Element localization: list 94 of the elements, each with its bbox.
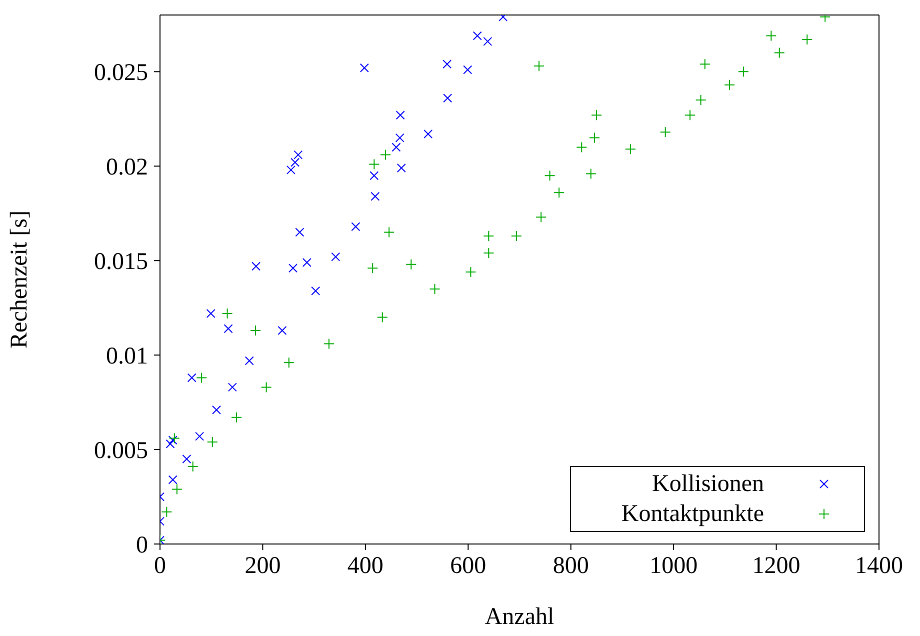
point — [380, 149, 391, 160]
point — [483, 248, 494, 259]
point — [463, 65, 472, 74]
point — [591, 110, 602, 121]
point — [766, 30, 777, 42]
point — [161, 506, 172, 518]
point — [396, 164, 406, 173]
point — [424, 130, 433, 139]
point — [624, 144, 636, 155]
point — [660, 126, 671, 138]
point — [395, 133, 404, 142]
point — [288, 264, 298, 273]
point — [536, 212, 547, 223]
point — [483, 36, 492, 46]
point — [367, 262, 378, 274]
legend-label: Kollisionen — [652, 470, 764, 499]
point — [283, 357, 294, 368]
y-tick-label: 0 — [136, 532, 148, 559]
point — [585, 168, 596, 180]
point — [724, 79, 736, 90]
y-tick-label: 0.01 — [106, 344, 148, 370]
point — [212, 405, 221, 414]
point — [576, 142, 588, 153]
point — [544, 170, 556, 182]
x-tick-label: 800 — [552, 553, 589, 580]
legend-label: Kontaktpunkte — [621, 500, 764, 529]
point — [370, 171, 379, 180]
point — [231, 412, 242, 423]
point — [368, 158, 380, 170]
y-tick-label: 0.025 — [94, 60, 148, 86]
point — [384, 226, 395, 238]
y-tick-label: 0.015 — [94, 249, 148, 276]
x-axis-title: Anzahl — [484, 604, 554, 630]
point — [774, 47, 785, 58]
point — [260, 382, 272, 393]
point — [465, 266, 476, 278]
point — [351, 222, 360, 232]
x-tick-label: 1200 — [752, 553, 800, 580]
x-tick-label: 600 — [450, 553, 486, 580]
x-tick-label: 0 — [154, 553, 166, 580]
point — [443, 94, 452, 103]
point — [392, 142, 401, 152]
x-tick-label: 1400 — [855, 553, 903, 580]
point — [695, 94, 706, 106]
point — [588, 132, 600, 144]
point — [396, 110, 405, 120]
point — [295, 228, 304, 237]
y-tick-label: 0.02 — [106, 154, 148, 181]
point — [534, 60, 545, 72]
point — [483, 230, 494, 242]
point — [168, 475, 178, 484]
point — [187, 373, 196, 382]
point — [224, 324, 233, 334]
x-tick-label: 200 — [244, 553, 281, 580]
point — [168, 436, 178, 445]
point — [166, 439, 175, 448]
point — [206, 309, 216, 318]
point — [376, 312, 388, 323]
point — [222, 308, 233, 320]
x-tick-label: 400 — [347, 553, 384, 580]
point — [206, 436, 218, 448]
point — [510, 230, 522, 242]
point — [182, 454, 192, 464]
point — [684, 110, 696, 121]
point — [244, 356, 254, 366]
point — [442, 60, 452, 69]
point — [286, 165, 296, 174]
point — [302, 258, 312, 267]
point — [331, 252, 340, 262]
point — [472, 31, 482, 40]
point — [171, 484, 182, 495]
y-axis-title: Rechenzeit [s] — [6, 210, 33, 348]
point — [802, 34, 813, 46]
point — [738, 66, 749, 78]
point — [290, 158, 300, 167]
point — [250, 325, 262, 336]
point — [370, 192, 380, 201]
point — [429, 283, 440, 294]
x-tick-label: 1000 — [650, 553, 698, 580]
point — [406, 258, 417, 270]
point — [699, 58, 710, 70]
point — [228, 382, 237, 392]
y-tick-label: 0.005 — [94, 438, 148, 464]
point — [168, 432, 180, 444]
point — [187, 461, 198, 472]
point — [311, 286, 320, 296]
point — [360, 63, 369, 72]
point — [195, 432, 204, 441]
point — [554, 187, 565, 198]
point — [278, 326, 287, 336]
point — [252, 262, 261, 271]
point — [294, 150, 303, 160]
point — [196, 372, 208, 384]
point — [323, 338, 334, 350]
